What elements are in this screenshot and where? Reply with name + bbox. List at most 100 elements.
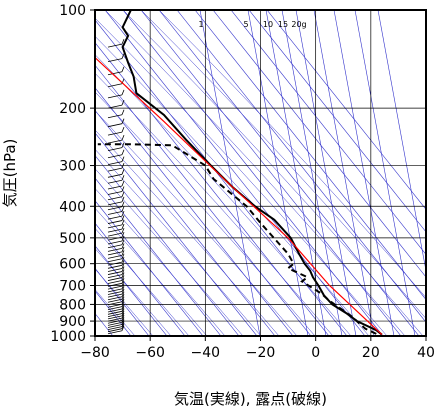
wind-barb xyxy=(107,179,123,184)
wind-barb-flag xyxy=(121,291,125,297)
moist-adiabat-line xyxy=(140,10,426,319)
x-axis-label: 気温(実線), 露点(破線) xyxy=(174,390,327,408)
mixing-ratio-label: 20g xyxy=(291,20,306,29)
wind-barb-flag xyxy=(121,312,125,319)
wind-barb-flag xyxy=(121,250,125,256)
wind-barb-flag xyxy=(121,310,125,317)
wind-barb xyxy=(107,43,123,48)
wind-barb-flag xyxy=(121,275,125,281)
wind-barb xyxy=(107,293,123,298)
y-tick-label: 100 xyxy=(59,3,86,19)
y-axis-label: 気圧(hPa) xyxy=(1,139,19,208)
y-tick-label: 300 xyxy=(59,159,86,175)
moist-adiabat-line xyxy=(95,227,190,336)
wind-barb xyxy=(107,301,123,306)
wind-barb-flag xyxy=(121,299,125,305)
y-tick-label: 800 xyxy=(59,297,86,313)
wind-barb-flag xyxy=(121,266,125,272)
wind-barb xyxy=(107,315,123,320)
wind-barb xyxy=(107,71,123,76)
wind-barb xyxy=(107,313,123,317)
mixing-ratio-line xyxy=(265,10,327,336)
moist-adiabat-line xyxy=(158,10,426,298)
wind-barb-flag xyxy=(121,118,125,124)
wind-barb-flag xyxy=(121,38,125,45)
moist-adiabat-line xyxy=(95,72,334,336)
wind-barb-flag xyxy=(121,89,125,96)
wind-barb-flag xyxy=(121,325,125,331)
y-tick-label: 700 xyxy=(59,279,86,295)
moist-adiabat-line xyxy=(95,187,226,336)
wind-barb xyxy=(107,185,123,190)
adiabat-line xyxy=(95,42,330,336)
wind-barb-flag xyxy=(121,210,125,217)
wind-barb xyxy=(107,324,123,328)
wind-barb-flag xyxy=(121,286,125,292)
wind-barb-flag xyxy=(121,253,125,259)
wind-barb-flag xyxy=(121,215,125,221)
wind-barb xyxy=(107,317,123,322)
wind-barb-flag xyxy=(121,283,125,289)
mixing-ratio-line xyxy=(247,10,309,336)
adiabat-line xyxy=(95,200,204,336)
moist-adiabat-line xyxy=(95,148,262,336)
adiabat-line xyxy=(176,10,426,323)
wind-barb-flag xyxy=(121,142,125,148)
wind-barb xyxy=(107,236,123,241)
temperature-line xyxy=(121,10,383,336)
mixing-ratio-line xyxy=(377,10,426,273)
adiabat-line xyxy=(95,177,222,336)
wind-barb xyxy=(107,228,123,233)
x-axis: −80 −60 −40 −20 0 20 40 xyxy=(80,336,435,361)
dewpoint-line xyxy=(97,143,377,335)
series-lines xyxy=(95,10,383,336)
wind-barb-flag xyxy=(121,321,125,327)
wind-barb xyxy=(107,261,123,266)
wind-barb-flag xyxy=(121,66,125,72)
wind-barb-flag xyxy=(121,260,125,266)
background-lines xyxy=(95,10,426,336)
wind-barb-flag xyxy=(121,239,125,245)
wind-barb-flag xyxy=(121,269,125,275)
wind-barb xyxy=(107,104,123,109)
mixing-ratio-line xyxy=(199,10,261,336)
wind-barb xyxy=(107,94,123,99)
wind-barb xyxy=(107,330,123,335)
mixing-ratio-label: 1 xyxy=(198,20,203,29)
wind-barb xyxy=(107,277,123,281)
wind-barb-flag xyxy=(121,134,125,141)
wind-barb xyxy=(107,240,123,245)
wind-barb xyxy=(107,291,123,295)
adiabat-line xyxy=(212,10,426,278)
wind-barb-flag xyxy=(121,306,125,312)
wind-barb-flag xyxy=(121,196,125,202)
wind-barb-flag xyxy=(121,308,125,314)
wind-barb xyxy=(107,83,123,88)
y-tick-label: 1000 xyxy=(50,329,86,345)
wind-barb xyxy=(107,131,123,136)
wind-barb xyxy=(107,285,123,290)
mixing-ratio-line xyxy=(313,10,375,336)
wind-barb xyxy=(107,123,123,128)
wind-barb xyxy=(107,296,123,301)
y-tick-label: 600 xyxy=(59,257,86,273)
mixing-ratio-labels: 1 5 10 15 20g xyxy=(198,20,306,29)
wind-barb-flag xyxy=(121,272,125,278)
adiabat-line xyxy=(95,222,186,336)
wind-barb-flag xyxy=(121,99,125,106)
wind-barb-flag xyxy=(121,315,125,321)
wind-barb-flag xyxy=(121,186,125,192)
wind-barb xyxy=(107,173,123,178)
wind-barb-flag xyxy=(121,319,125,325)
wind-barb xyxy=(107,306,123,311)
adiabat-line xyxy=(122,10,384,336)
y-tick-label: 200 xyxy=(59,101,86,117)
x-tick-label: 0 xyxy=(311,345,320,361)
wind-barb-flag xyxy=(121,53,125,59)
moist-adiabat-line xyxy=(95,248,172,336)
adiabat-line xyxy=(266,10,426,210)
wind-barb xyxy=(107,264,123,269)
adiabat-line xyxy=(95,267,150,336)
adiabat-line xyxy=(95,132,258,336)
